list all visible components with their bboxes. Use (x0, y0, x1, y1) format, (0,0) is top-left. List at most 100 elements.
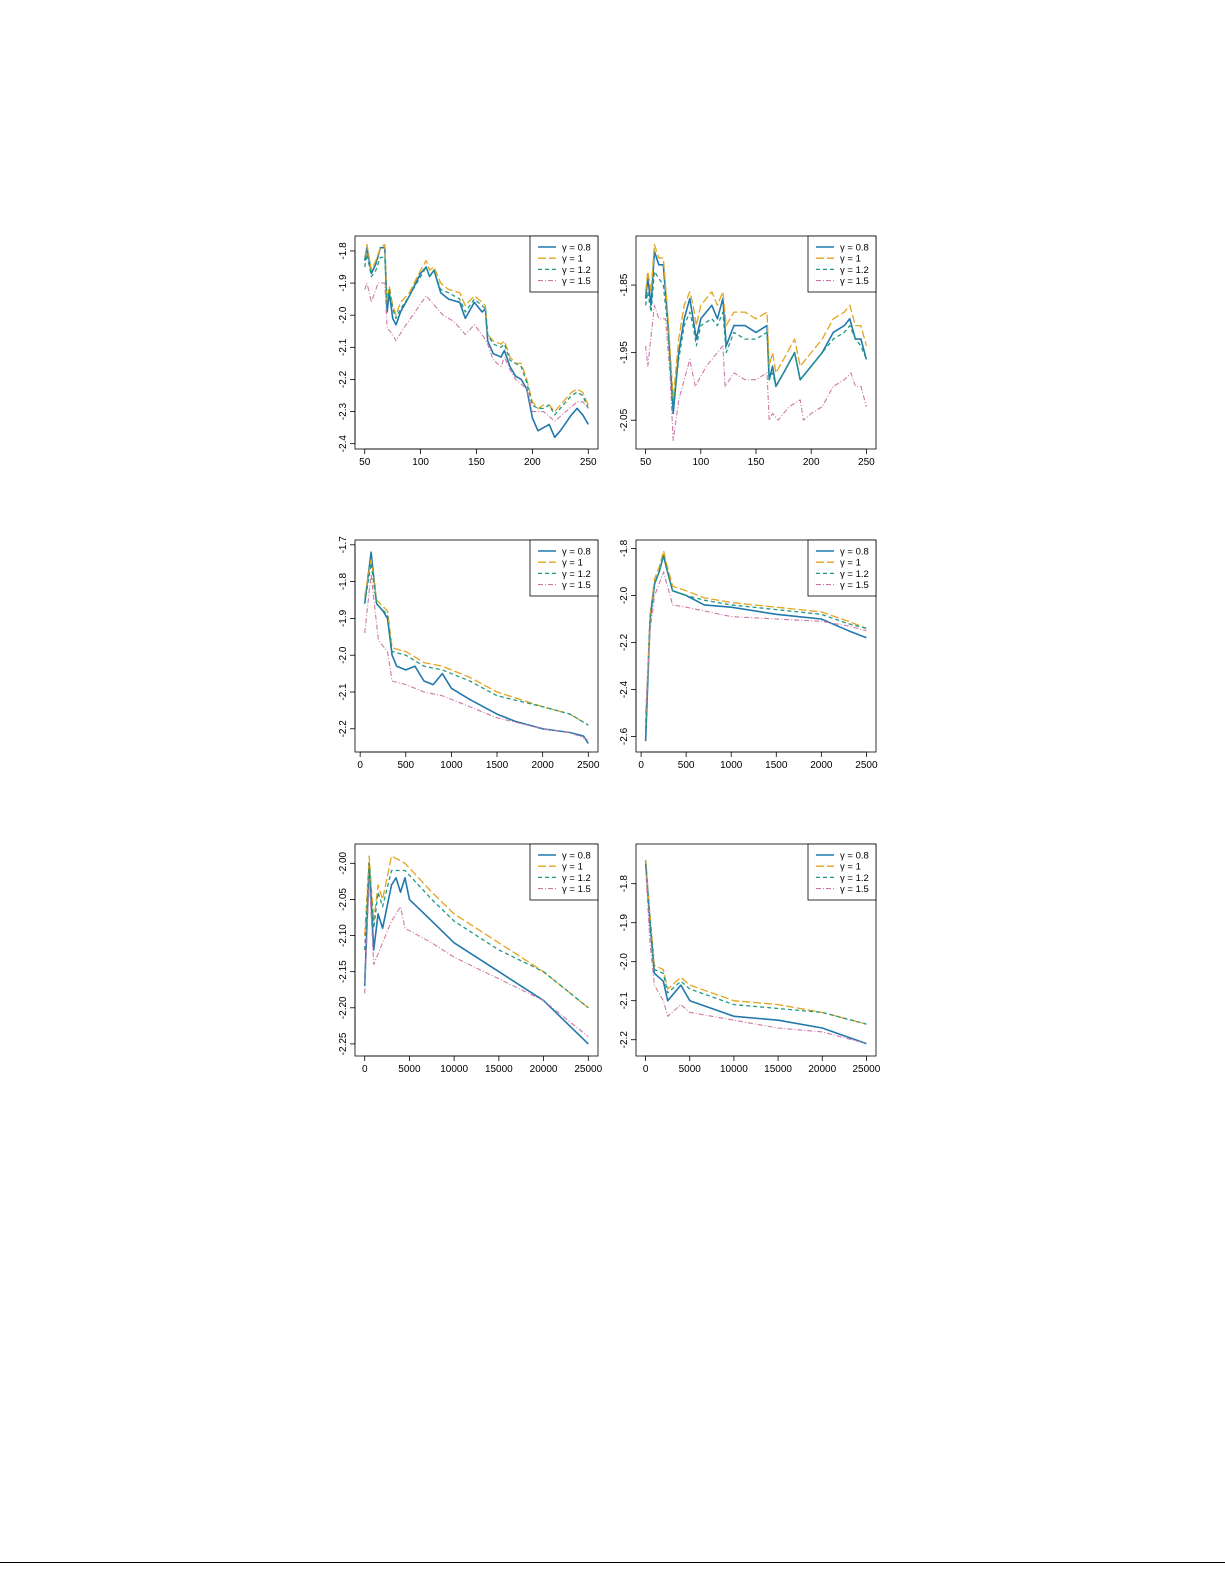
legend: γ = 0.8γ = 1γ = 1.2γ = 1.5 (807, 235, 877, 293)
legend-box (807, 235, 877, 293)
x-tick-label: 2500 (855, 760, 878, 771)
x-tick-label: 5000 (679, 1064, 702, 1075)
x-tick-label: 500 (397, 760, 414, 771)
legend-label: γ = 1 (840, 254, 861, 265)
x-tick-label: 1000 (720, 760, 743, 771)
y-tick-label: -1.9 (619, 914, 630, 932)
x-tick-label: 0 (643, 1064, 649, 1075)
y-tick-label: -2.20 (338, 996, 349, 1019)
x-tick-label: 500 (678, 760, 695, 771)
x-tick-label: 10000 (720, 1064, 748, 1075)
legend-label: γ = 1 (562, 254, 583, 265)
x-tick-label: 2000 (532, 760, 555, 771)
legend-label: γ = 1 (562, 558, 583, 569)
legend: γ = 0.8γ = 1γ = 1.2γ = 1.5 (529, 235, 599, 293)
legend: γ = 0.8γ = 1γ = 1.2γ = 1.5 (529, 539, 599, 597)
legend-label: γ = 1.2 (840, 265, 869, 276)
x-tick-label: 1000 (440, 760, 463, 771)
legend-label: γ = 0.8 (562, 851, 591, 862)
y-tick-label: -2.1 (338, 683, 349, 701)
y-tick-label: -2.00 (338, 851, 349, 874)
x-tick-label: 15000 (485, 1064, 513, 1075)
series-line-gamma-1-5 (645, 868, 867, 1045)
series-line-gamma-1-2 (364, 862, 589, 1009)
series-line-gamma-1-2 (644, 554, 867, 730)
legend-label: γ = 0.8 (562, 547, 591, 558)
series-line-gamma-1-5 (364, 877, 589, 1038)
series-line-gamma-1 (364, 243, 589, 413)
y-tick-label: -1.9 (338, 609, 349, 627)
legend-label: γ = 1.2 (562, 265, 591, 276)
x-tick-label: 20000 (808, 1064, 836, 1075)
x-tick-label: 5000 (398, 1064, 421, 1075)
chart-panel-4: 0 500 1000 1500 2000 2500 -2.6 -2.4 -2.2 -2.0 -1.8… (619, 539, 878, 771)
x-tick-label: 2500 (577, 760, 600, 771)
footer-rule (0, 1562, 1225, 1563)
x-tick-label: 100 (412, 457, 429, 468)
series-line-gamma-1 (644, 550, 867, 725)
x-tick-label: 250 (580, 457, 597, 468)
chart-panel-6: 0 5000 10000 15000 20000 25000 -2.2 -2.1 -2.0 -1.… (619, 843, 881, 1075)
y-tick-label: -2.10 (338, 924, 349, 947)
legend-label: γ = 0.8 (840, 243, 869, 254)
y-tick-label: -1.95 (619, 341, 630, 364)
series-line-gamma-0-8 (363, 862, 589, 1045)
legend: γ = 0.8γ = 1γ = 1.2γ = 1.5 (529, 843, 599, 901)
legend-label: γ = 0.8 (562, 243, 591, 254)
y-tick-label: -1.7 (338, 536, 349, 554)
x-tick-label: 50 (359, 457, 371, 468)
x-tick-label: 0 (357, 760, 363, 771)
x-tick-label: 20000 (530, 1064, 558, 1075)
y-tick-label: -2.0 (619, 953, 630, 971)
y-tick-label: -2.1 (338, 338, 349, 356)
x-tick-label: 25000 (852, 1064, 880, 1075)
series-line-gamma-1-5 (645, 304, 867, 442)
series-line-gamma-1-2 (644, 270, 868, 408)
y-tick-label: -1.8 (338, 242, 349, 260)
legend-label: γ = 1 (840, 862, 861, 873)
y-tick-label: -2.05 (338, 888, 349, 911)
legend-label: γ = 1.5 (840, 580, 869, 591)
series-line-gamma-1-5 (364, 573, 589, 741)
legend-label: γ = 1.5 (562, 884, 591, 895)
y-tick-label: -2.0 (338, 306, 349, 324)
y-tick-label: -1.9 (338, 274, 349, 292)
legend-label: γ = 1.5 (840, 884, 869, 895)
y-tick-label: -2.1 (619, 992, 630, 1010)
chart-panel-3: 0 500 1000 1500 2000 2500 -2.2 -2.1 -2.0 -1.9 -1.8… (338, 536, 600, 771)
series-line-gamma-0-8 (363, 246, 589, 439)
x-tick-label: 2000 (810, 760, 833, 771)
x-tick-label: 1500 (486, 760, 509, 771)
legend-label: γ = 1 (562, 862, 583, 873)
legend-box (529, 539, 599, 597)
x-tick-label: 250 (858, 457, 875, 468)
x-tick-label: 0 (362, 1064, 368, 1075)
x-tick-label: 150 (748, 457, 765, 468)
legend-label: γ = 1.5 (562, 276, 591, 287)
y-tick-label: -1.8 (619, 539, 630, 557)
legend: γ = 0.8γ = 1γ = 1.2γ = 1.5 (807, 539, 877, 597)
y-tick-label: -2.25 (338, 1032, 349, 1055)
legend-box (807, 539, 877, 597)
legend-label: γ = 1.5 (840, 276, 869, 287)
y-tick-label: -1.8 (619, 875, 630, 893)
y-tick-label: -2.2 (619, 1031, 630, 1049)
legend: γ = 0.8γ = 1γ = 1.2γ = 1.5 (807, 843, 877, 901)
legend-box (807, 843, 877, 901)
legend-box (529, 235, 599, 293)
series-line-gamma-1-5 (364, 282, 589, 422)
y-tick-label: -2.2 (338, 720, 349, 738)
legend-label: γ = 1.2 (840, 873, 869, 884)
x-tick-label: 0 (638, 760, 644, 771)
chart-panel-1: 50 100 150 200 250 -2.4 -2.3 -2.2 -2.1 -2.0 -1.9 -1… (338, 235, 599, 468)
x-tick-label: 50 (640, 457, 652, 468)
legend-label: γ = 0.8 (840, 851, 869, 862)
x-tick-label: 25000 (574, 1064, 602, 1075)
legend-label: γ = 1.5 (562, 580, 591, 591)
y-tick-label: -2.4 (338, 435, 349, 453)
x-tick-label: 200 (803, 457, 820, 468)
legend-label: γ = 1.2 (840, 569, 869, 580)
series-line-gamma-1 (644, 243, 868, 401)
y-tick-label: -2.15 (338, 960, 349, 983)
